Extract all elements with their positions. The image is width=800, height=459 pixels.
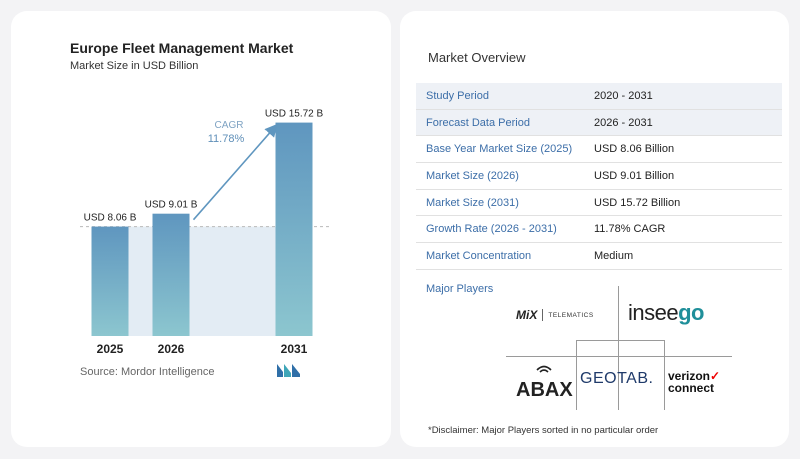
row-value: Medium [594,249,634,262]
table-row: Market Concentration Medium [416,243,782,270]
x-tick-label: 2026 [158,342,185,356]
row-value: USD 15.72 Billion [594,196,681,209]
cagr-value: 11.78% [208,133,245,145]
overview-title: Market Overview [428,50,526,65]
logo-divider [618,286,619,410]
mix-logo-name: MiX [516,308,538,322]
bar-value-label: USD 15.72 B [265,109,324,120]
bar-2031 [275,122,313,337]
disclaimer: *Disclaimer: Major Players sorted in no … [428,425,659,436]
bar-2025 [91,226,129,336]
row-label: Market Size (2031) [426,196,519,209]
row-value: USD 9.01 Billion [594,169,675,182]
cagr-label: CAGR [215,120,244,131]
logo-divider [576,340,577,410]
mix-logo-separator [542,309,544,321]
verizon-connect-logo: verizon✓ connect [668,370,720,394]
row-label: Base Year Market Size (2025) [426,143,573,156]
inseego-logo-part2: go [678,300,704,325]
major-players-title: Major Players [426,283,494,295]
table-row: Forecast Data Period 2026 - 2031 [416,109,782,137]
mordor-intelligence-logo [277,364,300,377]
geotab-logo: GEOTAB. [580,370,654,387]
abax-logo: ABAX [516,360,573,400]
inseego-logo: inseego [628,300,704,326]
table-row: Growth Rate (2026 - 2031) 11.78% CAGR [416,216,782,244]
row-value: 2026 - 2031 [594,116,653,129]
logo-divider [664,340,665,410]
row-label: Study Period [426,89,489,102]
mix-logo-sub: TELEMATICS [548,311,594,319]
table-row: Study Period 2020 - 2031 [416,83,782,110]
chart-title: Europe Fleet Management Market [70,40,294,56]
row-label: Growth Rate (2026 - 2031) [426,223,557,236]
chart-subtitle: Market Size in USD Billion [70,60,199,72]
row-label: Market Size (2026) [426,169,519,182]
row-label: Forecast Data Period [426,116,530,129]
source-text: Source: Mordor Intelligence [80,366,215,378]
row-value: USD 8.06 Billion [594,143,675,156]
cagr-arrow [192,123,278,221]
mix-telematics-logo: MiX TELEMATICS [516,308,594,322]
bar-value-label: USD 9.01 B [145,200,198,211]
logo-divider [506,356,732,357]
wifi-icon [536,365,552,373]
inseego-logo-part1: insee [628,300,679,325]
verizon-logo-line2: connect [668,381,715,395]
abax-logo-name: ABAX [516,379,573,401]
verizon-check-icon: ✓ [710,369,721,383]
logo-divider [576,340,664,341]
row-value: 11.78% CAGR [594,223,666,236]
x-tick-label: 2031 [281,342,308,356]
overview-table: Study Period 2020 - 2031 Forecast Data P… [416,83,782,270]
baseline-band [128,226,276,336]
row-value: 2020 - 2031 [594,89,653,102]
verizon-logo-line1: verizon [668,369,711,383]
table-row: Market Size (2031) USD 15.72 Billion [416,190,782,217]
x-tick-label: 2025 [97,342,124,356]
bar-2026 [152,213,190,336]
table-row: Base Year Market Size (2025) USD 8.06 Bi… [416,136,782,164]
row-label: Market Concentration [426,249,532,262]
table-row: Market Size (2026) USD 9.01 Billion [416,163,782,190]
player-logos: MiX TELEMATICS inseego ABAX GEOTAB. veri… [506,286,732,410]
bar-value-label: USD 8.06 B [84,213,137,224]
bar-chart: USD 8.06 B 2025 USD 9.01 B 2026 USD 15.72 B 2… [80,109,330,356]
